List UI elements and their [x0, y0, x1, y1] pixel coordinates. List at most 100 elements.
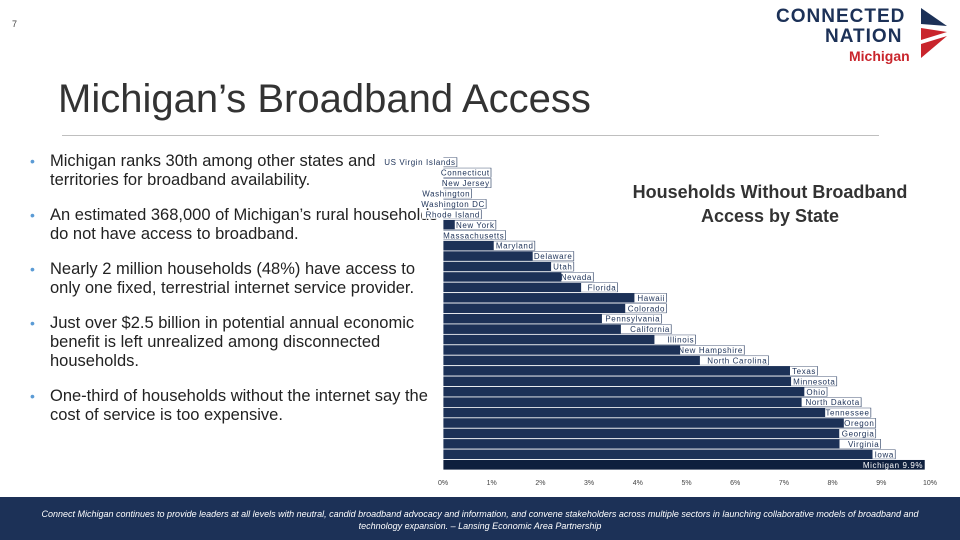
bar-oregon: [442, 417, 877, 429]
chart-title: Households Without Broadband Access by S…: [632, 182, 908, 226]
bar-label: Colorado: [628, 304, 665, 313]
x-tick-label: 7%: [779, 480, 789, 487]
title-divider: [62, 135, 879, 136]
bar-label-background: [454, 220, 496, 230]
bar-washington-dc: [442, 198, 488, 210]
x-tick-label: 10%: [923, 480, 937, 487]
bar-label: Georgia: [842, 429, 875, 438]
bullet-icon: •: [30, 261, 35, 277]
bar-label-background: [791, 376, 837, 386]
bar-tennessee: [442, 406, 872, 419]
bar-rhode-island: [442, 208, 483, 221]
x-tick-label: 9%: [876, 480, 886, 487]
bar-nevada: [442, 271, 595, 283]
bar-label-background: [551, 262, 574, 271]
bar-michigan: [442, 459, 926, 471]
bar-label: Hawaii: [637, 294, 665, 303]
bar-label: New Hampshire: [678, 346, 743, 355]
bar-label-background: [839, 439, 881, 449]
bar-north-carolina: [442, 354, 770, 367]
bar-label-background: [532, 251, 574, 261]
page-title: Michigan’s Broadband Access: [58, 77, 591, 121]
bar-label: Ohio: [806, 388, 825, 397]
x-tick-label: 1%: [487, 480, 497, 487]
bar-label-background: [441, 230, 506, 240]
bar-california: [442, 323, 673, 335]
bullet-item: • Nearly 2 million households (48%) have …: [30, 260, 440, 298]
bar-pennsylvania: [442, 313, 663, 325]
bar-label: Illinois: [667, 336, 694, 345]
bar-label: Texas: [792, 367, 816, 376]
bar-florida: [442, 281, 619, 294]
bullet-item: • One-third of households without the int…: [30, 387, 440, 425]
bar-illinois: [442, 333, 697, 346]
bullet-item: • Just over $2.5 billion in potential ann…: [30, 314, 440, 371]
bar-label-background: [825, 408, 871, 418]
bar-new-york: [442, 219, 497, 231]
bar-hawaii: [442, 292, 668, 304]
bar-north-dakota: [442, 396, 863, 408]
bar-label: Maryland: [496, 242, 534, 251]
bar-label-background: [789, 366, 817, 376]
bar-new-jersey: [442, 177, 493, 189]
bar-virginia: [442, 438, 882, 450]
flag-chevron-icon: [921, 8, 947, 58]
x-tick-label: 5%: [681, 480, 691, 487]
bar-label: North Dakota: [805, 398, 859, 407]
bar-colorado: [442, 302, 668, 314]
bar-delaware: [442, 250, 575, 262]
footer-banner: Connect Michigan continues to provide le…: [0, 497, 960, 540]
x-tick-label: 6%: [730, 480, 740, 487]
bar-washington: [442, 187, 473, 200]
bar-label: Virginia: [848, 440, 879, 449]
bar-connecticut: [442, 167, 493, 179]
bar-label: Connecticut: [441, 169, 490, 178]
bar-label-background: [561, 272, 593, 282]
logo-line-1: CONNECTED: [776, 6, 906, 27]
bullet-text: An estimated 368,000 of Michigan’s rural…: [50, 206, 438, 243]
slide-number: 7: [12, 19, 18, 29]
bar-label-background: [872, 449, 895, 459]
bar-label-background: [634, 293, 667, 303]
x-tick-label: 2%: [535, 480, 545, 487]
bar-label-background: [581, 283, 618, 292]
bar-label: Delaware: [534, 252, 573, 261]
bar-label-background: [620, 324, 671, 334]
bar-label: Iowa: [875, 450, 894, 459]
bullet-icon: •: [30, 207, 35, 223]
bar-label: North Carolina: [707, 356, 767, 365]
bar-label-background: [440, 178, 491, 188]
bar-label: Pennsylvania: [605, 315, 660, 324]
bar-ohio: [442, 386, 829, 398]
bar-utah: [442, 260, 575, 273]
bar-label: Massachusetts: [443, 231, 504, 240]
x-tick-label: 8%: [828, 480, 838, 487]
bullet-item: • Michigan ranks 30th among other states …: [30, 152, 440, 190]
x-tick-label: 3%: [584, 480, 594, 487]
bar-label-background: [654, 335, 696, 344]
bar-label: New York: [456, 221, 495, 230]
logo-line-2: NATION: [825, 26, 903, 47]
bullet-text: Nearly 2 million households (48%) have a…: [50, 260, 416, 297]
bar-label: Nevada: [561, 273, 592, 282]
bar-label-background: [839, 429, 876, 438]
bar-label-background: [801, 397, 861, 407]
x-tick-label: 0%: [438, 480, 448, 487]
bar-texas: [442, 365, 819, 377]
bar-label-background: [804, 387, 827, 397]
connected-nation-logo: CONNECTED NATION Michigan: [776, 6, 948, 68]
logo-subtitle: Michigan: [849, 48, 910, 64]
bullet-text: One-third of households without the inte…: [50, 387, 428, 424]
bullet-icon: •: [30, 153, 35, 169]
bar-label: Michigan 9.9%: [863, 461, 923, 470]
bar-iowa: [442, 448, 897, 460]
bar-label-background: [436, 168, 491, 178]
bar-label-background: [843, 418, 876, 428]
bullet-icon: •: [30, 315, 35, 331]
bar-minnesota: [442, 375, 838, 387]
bullet-list: • Michigan ranks 30th among other states …: [30, 152, 440, 425]
bullet-text: Just over $2.5 billion in potential annu…: [50, 314, 415, 370]
bar-maryland: [442, 240, 536, 252]
bar-label-background: [625, 303, 667, 313]
bullet-icon: •: [30, 388, 35, 404]
